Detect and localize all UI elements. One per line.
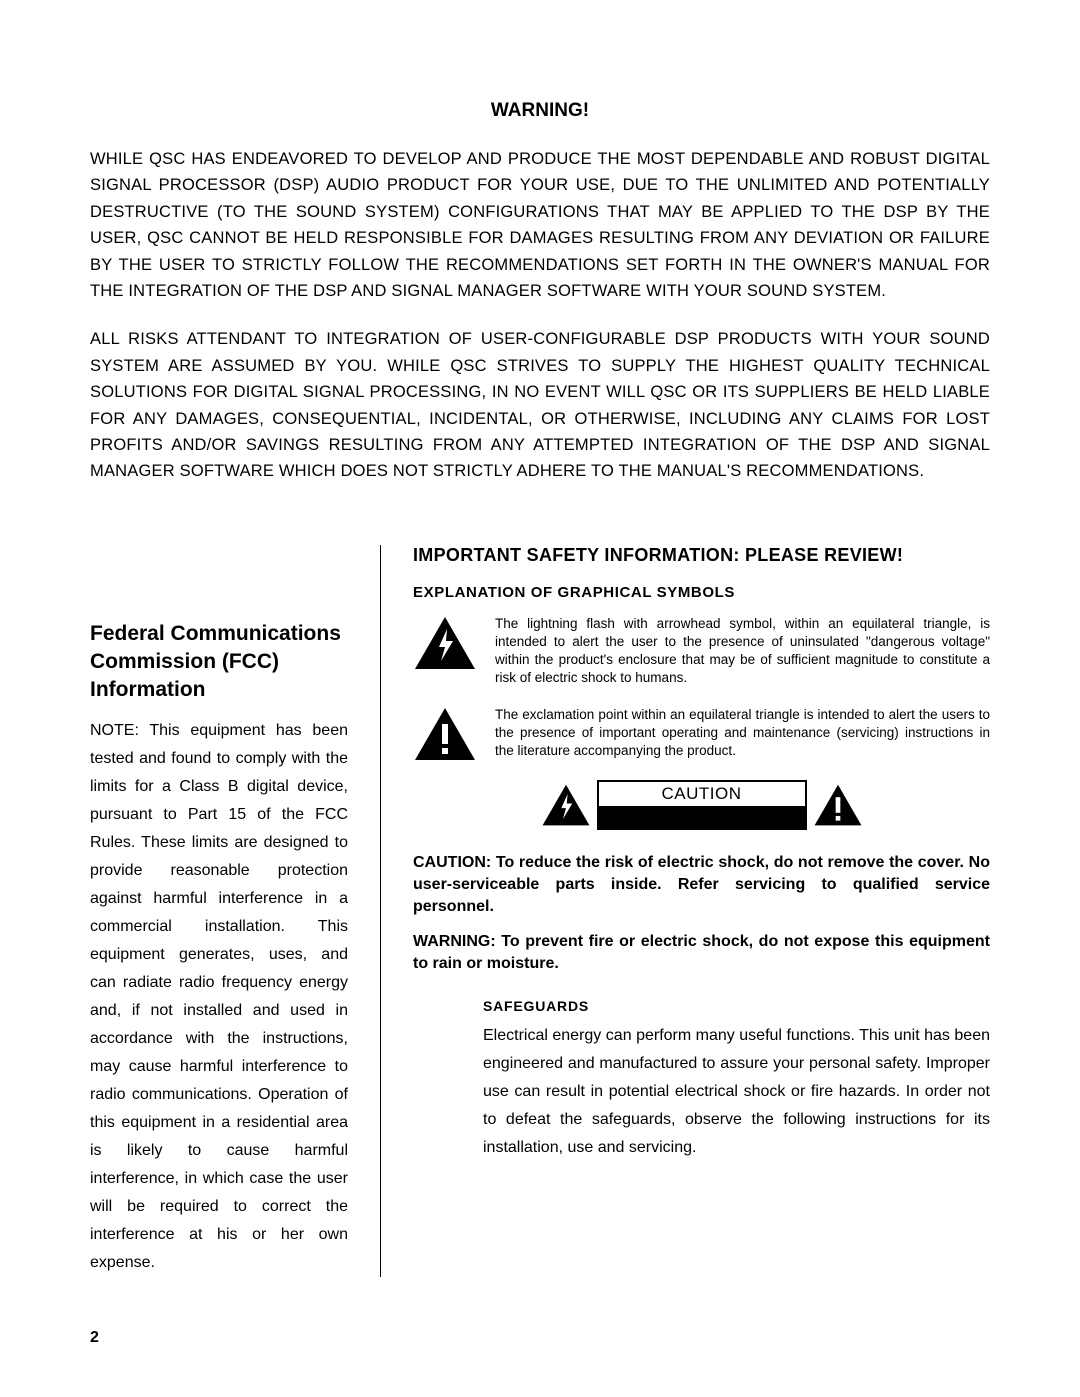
fcc-heading: Federal Communications Commission (FCC) … [90, 620, 348, 705]
caution-label-black-bar [599, 806, 805, 828]
right-column: IMPORTANT SAFETY INFORMATION: PLEASE REV… [380, 545, 990, 1277]
lightning-symbol-text: The lightning flash with arrowhead symbo… [495, 615, 990, 688]
safeguards-section: SAFEGUARDS Electrical energy can perform… [413, 998, 990, 1162]
lightning-symbol-row: The lightning flash with arrowhead symbo… [413, 615, 990, 688]
warning-paragraph-2: ALL RISKS ATTENDANT TO INTEGRATION OF US… [90, 326, 990, 484]
warning-paragraph-1: WHILE QSC HAS ENDEAVORED TO DEVELOP AND … [90, 146, 990, 304]
symbols-subheading: EXPLANATION OF GRAPHICAL SYMBOLS [413, 584, 990, 601]
exclamation-triangle-icon [413, 706, 477, 762]
warning-text: WARNING: To prevent fire or electric sho… [413, 931, 990, 976]
warning-title: WARNING! [90, 100, 990, 122]
safety-heading: IMPORTANT SAFETY INFORMATION: PLEASE REV… [413, 545, 990, 566]
lightning-triangle-icon [413, 615, 477, 671]
caution-label-box: CAUTION [597, 780, 807, 830]
caution-lightning-icon [541, 783, 591, 827]
fcc-body: NOTE: This equipment has been tested and… [90, 717, 348, 1277]
safeguards-body: Electrical energy can perform many usefu… [483, 1022, 990, 1162]
two-column-section: Federal Communications Commission (FCC) … [90, 545, 990, 1277]
exclamation-symbol-text: The exclamation point within an equilate… [495, 706, 990, 761]
caution-text: CAUTION: To reduce the risk of electric … [413, 852, 990, 919]
exclamation-symbol-row: The exclamation point within an equilate… [413, 706, 990, 762]
safeguards-heading: SAFEGUARDS [483, 998, 990, 1014]
caution-label-text: CAUTION [599, 782, 805, 806]
caution-box: CAUTION [413, 780, 990, 830]
left-column: Federal Communications Commission (FCC) … [90, 545, 380, 1277]
page-number: 2 [90, 1329, 99, 1347]
caution-exclamation-icon [813, 783, 863, 827]
